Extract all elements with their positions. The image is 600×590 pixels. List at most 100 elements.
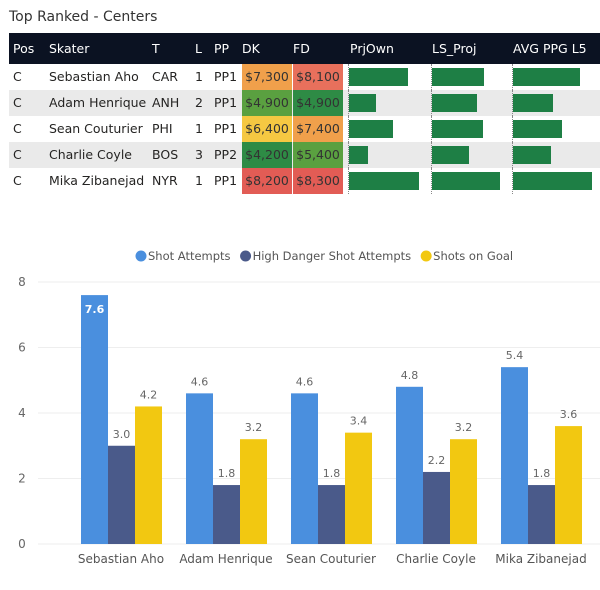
table-row: C Sebastian Aho CAR 1 PP1 $7,300 $8,100 (9, 64, 600, 90)
data-label: 3.4 (350, 415, 368, 428)
cell-skater: Mika Zibanejad (49, 173, 145, 188)
y-tick-label: 0 (18, 537, 26, 551)
data-label: 2.2 (428, 454, 446, 467)
bar-axis (512, 168, 513, 194)
column-header[interactable]: FD (293, 41, 310, 56)
cell-team: ANH (152, 95, 180, 110)
x-tick-label: Sebastian Aho (78, 552, 164, 566)
legend-marker (240, 250, 252, 262)
bar-axis (512, 142, 513, 168)
legend-marker (135, 250, 147, 262)
cell-pp: PP1 (214, 121, 238, 136)
data-label: 3.6 (560, 408, 578, 421)
bar[interactable] (186, 393, 213, 544)
column-header[interactable]: DK (242, 41, 260, 56)
bar-axis (348, 90, 349, 116)
bar[interactable] (450, 439, 477, 544)
data-label: 5.4 (506, 349, 524, 362)
cell-pp: PP1 (214, 69, 238, 84)
bar[interactable] (135, 406, 162, 544)
cell-dk: $4,200 (242, 142, 292, 168)
shots-chart: 0 2 4 6 8 Shot Attempts High Danger Shot Attem… (18, 249, 600, 566)
column-header[interactable]: Skater (49, 41, 90, 56)
data-label: 4.2 (140, 388, 158, 401)
column-header[interactable]: AVG PPG L5 (513, 41, 587, 56)
bar[interactable] (555, 426, 582, 544)
cell-team: CAR (152, 69, 178, 84)
bar[interactable] (528, 485, 555, 544)
column-header[interactable]: Pos (13, 41, 35, 56)
table-row: C Adam Henrique ANH 2 PP1 $4,900 $4,900 (9, 90, 600, 116)
bar-axis (512, 90, 513, 116)
data-label: 1.8 (218, 467, 236, 480)
legend-label[interactable]: Shots on Goal (433, 249, 513, 263)
bar[interactable] (81, 295, 108, 544)
databar-ls_proj (432, 146, 469, 164)
cell-pos: C (13, 147, 22, 162)
databar-ls_proj (432, 120, 483, 138)
cell-dk: $4,900 (242, 90, 292, 116)
column-header[interactable]: LS_Proj (432, 41, 477, 56)
bar-axis (512, 116, 513, 142)
cell-fd: $8,100 (293, 64, 343, 90)
cell-skater: Charlie Coyle (49, 147, 132, 162)
table-row: C Mika Zibanejad NYR 1 PP1 $8,200 $8,300 (9, 168, 600, 194)
cell-pos: C (13, 95, 22, 110)
bar-axis (431, 64, 432, 90)
data-label: 1.8 (323, 467, 341, 480)
y-tick-label: 4 (18, 406, 26, 420)
data-label: 4.6 (191, 375, 209, 388)
cell-pp: PP2 (214, 147, 238, 162)
bar-axis (431, 90, 432, 116)
bar[interactable] (396, 386, 423, 544)
data-label: 1.8 (533, 467, 551, 480)
cell-skater: Sebastian Aho (49, 69, 139, 84)
databar-prjown (349, 120, 394, 138)
bar[interactable] (345, 432, 372, 544)
cell-dk: $8,200 (242, 168, 292, 194)
cell-pos: C (13, 173, 22, 188)
data-label: 4.8 (401, 369, 419, 382)
legend-label[interactable]: High Danger Shot Attempts (253, 249, 412, 263)
column-header[interactable]: PrjOwn (350, 41, 394, 56)
legend-label[interactable]: Shot Attempts (148, 249, 231, 263)
x-tick-label: Charlie Coyle (396, 552, 476, 566)
bar[interactable] (318, 485, 345, 544)
databar-prjown (349, 172, 419, 190)
cell-line: 3 (195, 147, 203, 162)
x-tick-label: Adam Henrique (179, 552, 272, 566)
bar-axis (348, 64, 349, 90)
cell-dk: $7,300 (242, 64, 292, 90)
databar-avg_ppg (513, 94, 554, 112)
cell-dk: $6,400 (242, 116, 292, 142)
databar-ls_proj (432, 172, 500, 190)
bar-axis (348, 142, 349, 168)
cell-line: 2 (195, 95, 203, 110)
databar-avg_ppg (513, 146, 551, 164)
bar-axis (431, 142, 432, 168)
column-header[interactable]: L (195, 41, 202, 56)
cell-line: 1 (195, 121, 203, 136)
cell-skater: Adam Henrique (49, 95, 147, 110)
cell-team: NYR (152, 173, 178, 188)
bar[interactable] (108, 445, 135, 544)
bar[interactable] (213, 485, 240, 544)
data-label: 3.2 (455, 421, 473, 434)
bar[interactable] (501, 367, 528, 544)
players-table: Pos Skater T L PP DK FD PrjOwn LS_Proj AVG PPG L5… (9, 33, 600, 194)
databar-avg_ppg (513, 68, 581, 86)
column-header[interactable]: PP (214, 41, 230, 56)
bar[interactable] (423, 471, 450, 544)
cell-pp: PP1 (214, 173, 238, 188)
page-title: Top Ranked - Centers (9, 9, 158, 25)
cell-fd: $8,300 (293, 168, 343, 194)
cell-team: PHI (152, 121, 173, 136)
databar-ls_proj (432, 68, 484, 86)
column-header[interactable]: T (152, 41, 160, 56)
bar[interactable] (240, 439, 267, 544)
bar[interactable] (291, 393, 318, 544)
bar-axis (348, 168, 349, 194)
databar-prjown (349, 68, 408, 86)
data-label: 3.2 (245, 421, 263, 434)
legend-marker (420, 250, 432, 262)
